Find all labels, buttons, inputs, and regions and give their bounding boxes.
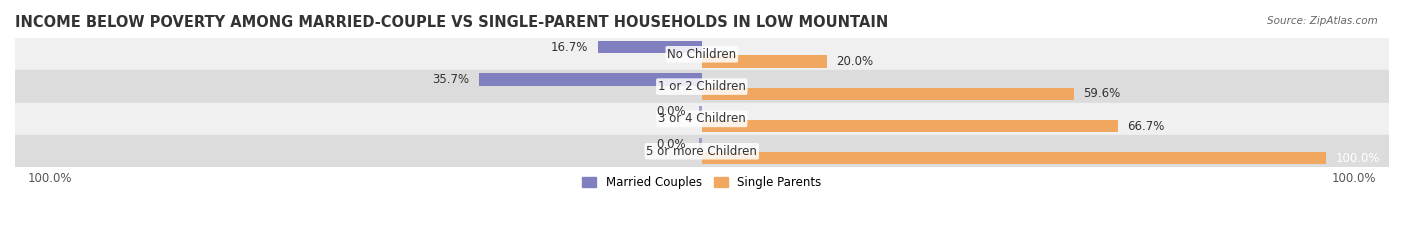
Bar [702,55,827,68]
Text: 66.7%: 66.7% [1128,120,1166,133]
Bar [479,73,702,86]
Text: 1 or 2 Children: 1 or 2 Children [658,80,745,93]
Text: 16.7%: 16.7% [551,41,588,54]
Text: 35.7%: 35.7% [433,73,470,86]
Text: Source: ZipAtlas.com: Source: ZipAtlas.com [1267,16,1378,26]
Text: No Children: No Children [668,48,737,61]
Text: 100.0%: 100.0% [1336,152,1381,165]
Bar [699,138,702,150]
Text: 5 or more Children: 5 or more Children [647,145,758,158]
Bar [702,152,1326,164]
Text: 20.0%: 20.0% [837,55,873,68]
Legend: Married Couples, Single Parents: Married Couples, Single Parents [578,171,827,194]
Bar [15,38,1389,70]
Text: 100.0%: 100.0% [1331,172,1376,185]
Bar [15,103,1389,135]
Text: 0.0%: 0.0% [657,105,686,118]
Bar [702,88,1074,100]
Bar [702,120,1118,132]
Bar [699,106,702,118]
Bar [598,41,702,53]
Bar [15,70,1389,103]
Text: 59.6%: 59.6% [1083,87,1121,100]
Text: 0.0%: 0.0% [657,138,686,151]
Text: INCOME BELOW POVERTY AMONG MARRIED-COUPLE VS SINGLE-PARENT HOUSEHOLDS IN LOW MOU: INCOME BELOW POVERTY AMONG MARRIED-COUPL… [15,15,889,30]
Bar [15,135,1389,167]
Text: 100.0%: 100.0% [28,172,72,185]
Text: 3 or 4 Children: 3 or 4 Children [658,112,745,125]
